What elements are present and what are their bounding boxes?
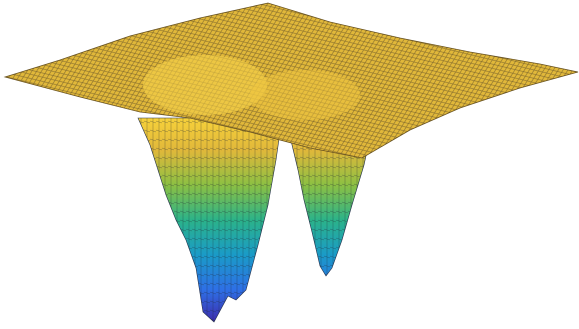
page: {"chart_data": {"type": "surface", "colo… xyxy=(0,0,579,329)
left-well-mesh xyxy=(138,118,282,322)
surface-plot xyxy=(0,0,579,329)
surface xyxy=(5,3,578,322)
right-rim xyxy=(250,70,360,120)
left-rim xyxy=(143,55,267,115)
